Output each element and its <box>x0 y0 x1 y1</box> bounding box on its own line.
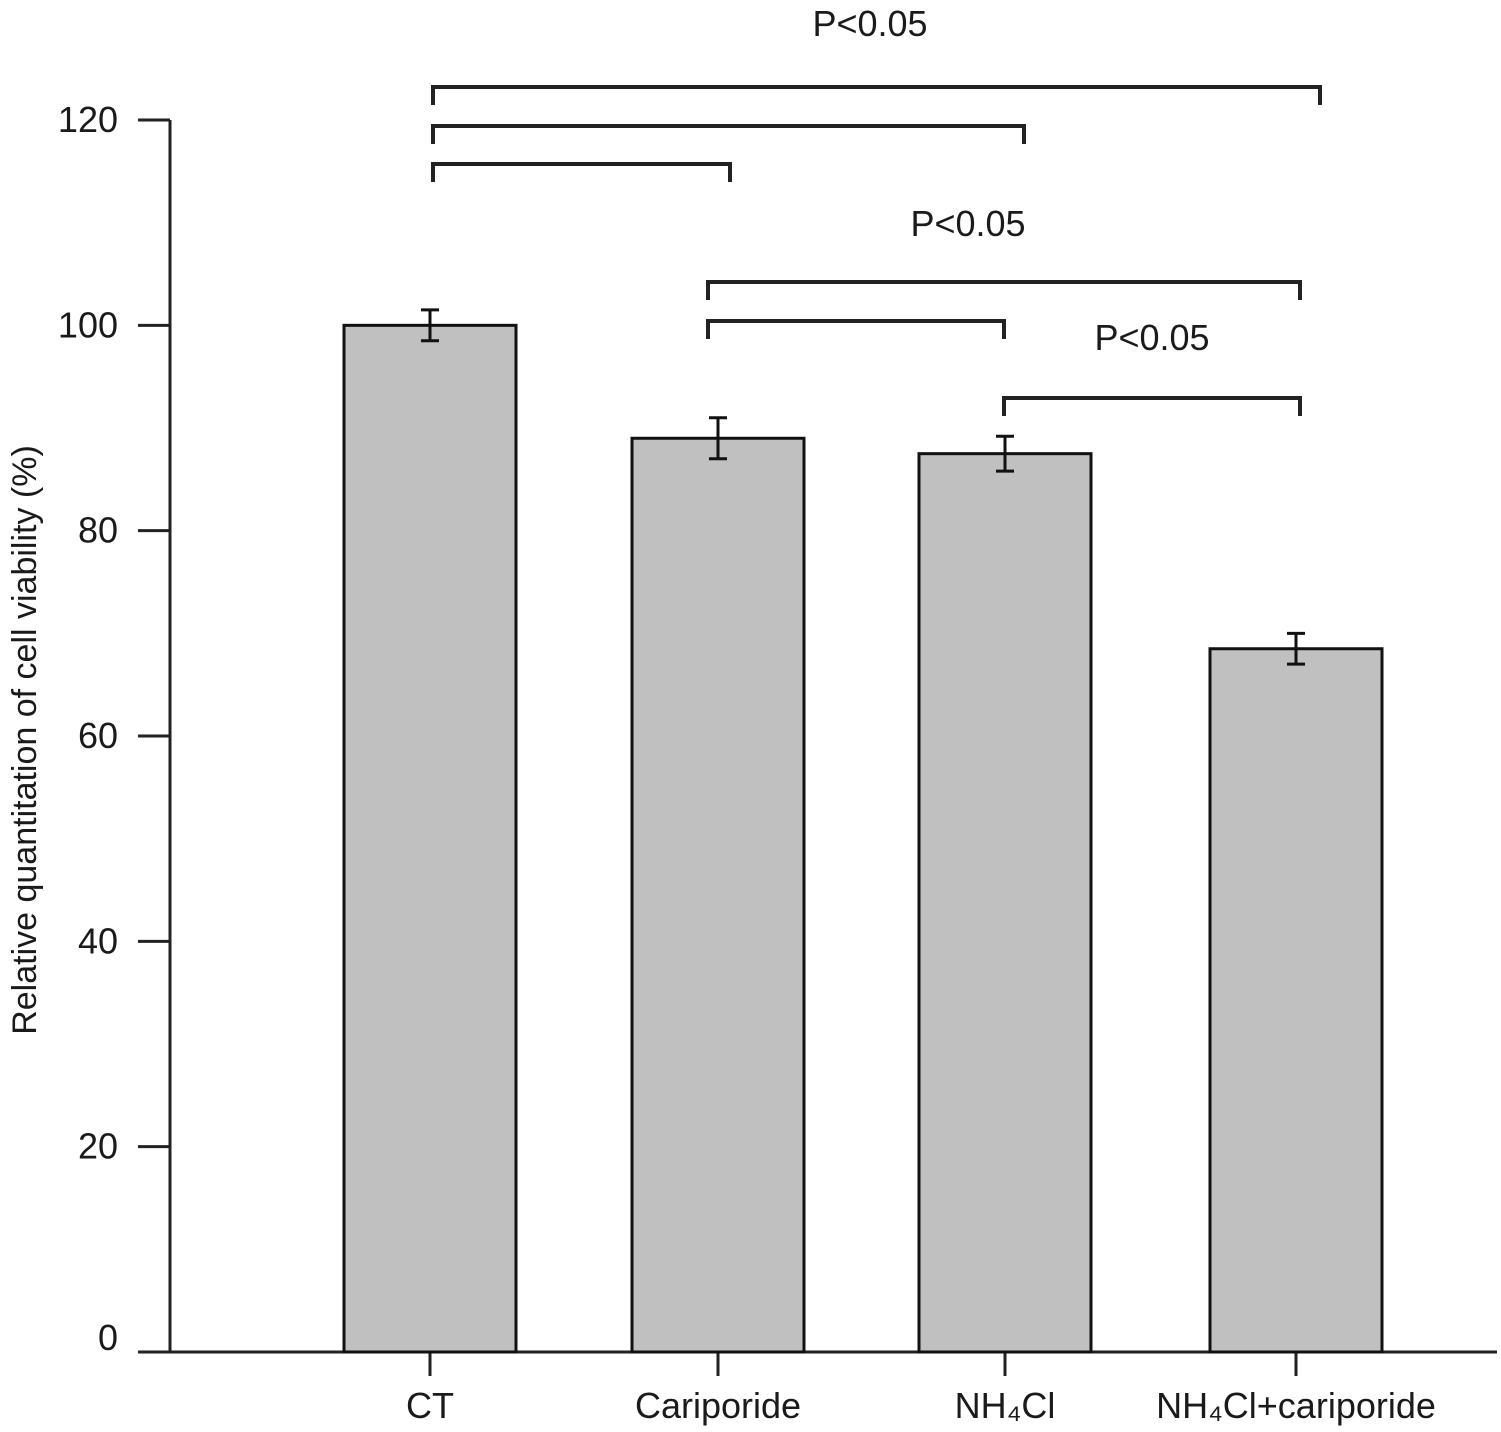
y-tick-label-40: 40 <box>78 920 118 961</box>
x-category-label-1: Cariporide <box>635 1385 801 1426</box>
y-tick-label-20: 20 <box>78 1126 118 1167</box>
y-tick-label-60: 60 <box>78 715 118 756</box>
y-axis-title: Relative quantitation of cell viability … <box>6 445 44 1035</box>
bar-0 <box>342 323 518 1354</box>
significance-label-2: P<0.05 <box>1094 317 1209 358</box>
significance-bracket-0-1 <box>431 124 1026 144</box>
x-category-label-3: NH₄Cl+cariporide <box>1156 1385 1436 1426</box>
bars <box>342 308 1384 1354</box>
x-category-label-2: NH₄Cl <box>955 1385 1056 1426</box>
axes: 0 20 40 60 80 100 120 CT Cariporide NH₄Cl NH₄Cl+ca… <box>58 99 1497 1426</box>
y-tick-label-0: 0 <box>98 1317 118 1358</box>
bar-2 <box>917 452 1093 1354</box>
significance-label-0: P<0.05 <box>812 3 927 44</box>
significance-bracket-1-1 <box>706 319 1006 339</box>
y-tick-label-80: 80 <box>78 510 118 551</box>
y-tick-label-100: 100 <box>58 304 118 345</box>
bar-1 <box>630 436 806 1354</box>
bar-3 <box>1208 647 1384 1354</box>
x-category-label-0: CT <box>406 1385 454 1426</box>
significance-bracket-0-0 <box>431 85 1322 105</box>
significance-bracket-1-0 <box>706 280 1302 300</box>
y-tick-label-120: 120 <box>58 99 118 140</box>
significance-bracket-2-0 <box>1002 396 1302 416</box>
significance-bracket-0-2 <box>431 162 732 182</box>
significance-label-1: P<0.05 <box>910 203 1025 244</box>
significance-brackets: P<0.05 P<0.05 P<0.05 <box>431 3 1322 416</box>
